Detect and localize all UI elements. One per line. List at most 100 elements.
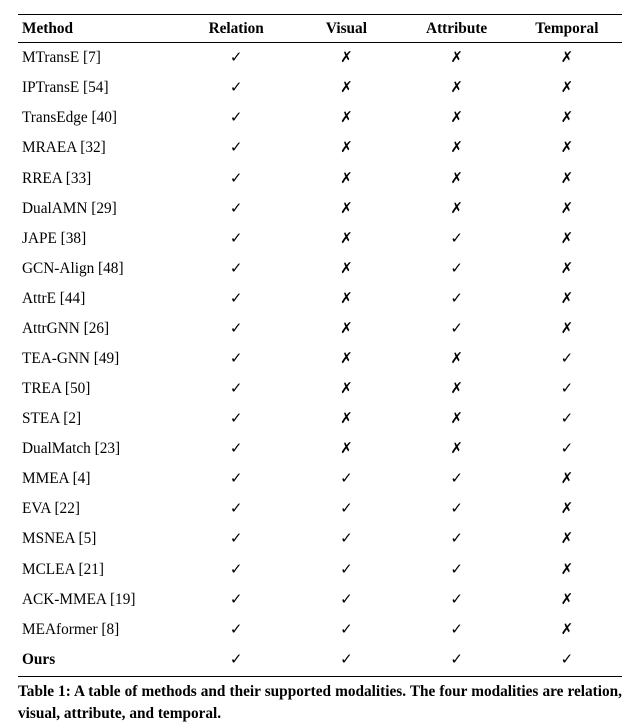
cross-icon: ✗ — [340, 230, 353, 247]
table-row: MCLEA [21] ✓ ✓ ✓ ✗ — [18, 554, 622, 584]
table-row: MMEA [4]✓✓✓✗ — [18, 464, 622, 494]
cross-icon: ✗ — [561, 79, 574, 96]
check-icon: ✓ — [230, 561, 243, 578]
cross-icon: ✗ — [561, 109, 574, 126]
method-name: IPTransE [54] — [22, 79, 109, 96]
cross-cell: ✗ — [402, 344, 512, 374]
method-name: Ours — [22, 651, 55, 668]
check-icon: ✓ — [230, 410, 243, 427]
cross-icon: ✗ — [561, 49, 574, 66]
table-row: Ours✓✓✓✓ — [18, 645, 622, 677]
cross-icon: ✗ — [450, 350, 463, 367]
cross-cell: ✗ — [402, 434, 512, 464]
check-icon: ✓ — [230, 500, 243, 517]
cross-cell: ✗ — [512, 163, 622, 193]
cross-cell: ✗ — [402, 193, 512, 223]
method-cell: MRAEA [32] — [18, 133, 181, 163]
check-icon: ✓ — [230, 109, 243, 126]
cross-cell: ✗ — [512, 254, 622, 284]
check-cell: ✓ — [512, 645, 622, 677]
check-icon: ✓ — [450, 290, 463, 307]
check-cell: ✓ — [512, 404, 622, 434]
cross-cell: ✗ — [291, 254, 401, 284]
method-cell: EVA [22] — [18, 494, 181, 524]
check-cell: ✓ — [291, 554, 401, 584]
cross-icon: ✗ — [561, 200, 574, 217]
method-cell: MCLEA [21] — [18, 554, 181, 584]
check-cell: ✓ — [402, 614, 512, 644]
cross-icon: ✗ — [450, 49, 463, 66]
method-name: TEA-GNN [49] — [22, 350, 119, 367]
table-row: MRAEA [32]✓✗✗✗ — [18, 133, 622, 163]
cross-icon: ✗ — [561, 320, 574, 337]
methods-table: Method Relation Visual Attribute Tempora… — [18, 14, 622, 677]
cross-icon: ✗ — [340, 170, 353, 187]
check-cell: ✓ — [181, 645, 291, 677]
check-cell: ✓ — [291, 494, 401, 524]
check-icon: ✓ — [561, 440, 574, 457]
table-row: MEAformer [8]✓✓✓✗ — [18, 614, 622, 644]
cross-cell: ✗ — [512, 284, 622, 314]
cross-icon: ✗ — [561, 470, 574, 487]
check-icon: ✓ — [230, 170, 243, 187]
table-row: RREA [33]✓✗✗✗ — [18, 163, 622, 193]
cross-cell: ✗ — [291, 193, 401, 223]
method-cell: IPTransE [54] — [18, 73, 181, 103]
table-row: TREA [50]✓✗✗✓ — [18, 374, 622, 404]
check-cell: ✓ — [181, 254, 291, 284]
check-cell: ✓ — [291, 584, 401, 614]
col-visual: Visual — [291, 15, 401, 43]
cross-icon: ✗ — [561, 500, 574, 517]
table-row: ACK-MMEA [19]✓✓✓✗ — [18, 584, 622, 614]
cross-cell: ✗ — [402, 374, 512, 404]
cross-cell: ✗ — [512, 554, 622, 584]
method-cell: JAPE [38] — [18, 223, 181, 253]
table-row: AttrGNN [26]✓✗✓✗ — [18, 314, 622, 344]
check-icon: ✓ — [340, 500, 353, 517]
cross-icon: ✗ — [340, 290, 353, 307]
check-cell: ✓ — [181, 434, 291, 464]
check-cell: ✓ — [181, 163, 291, 193]
check-cell: ✓ — [291, 645, 401, 677]
cross-icon: ✗ — [340, 49, 353, 66]
table-row: IPTransE [54]✓✗✗✗ — [18, 73, 622, 103]
method-name: MTransE [7] — [22, 49, 101, 66]
check-cell: ✓ — [181, 554, 291, 584]
check-cell: ✓ — [181, 223, 291, 253]
cross-cell: ✗ — [512, 584, 622, 614]
cross-cell: ✗ — [512, 133, 622, 163]
method-cell: AttrGNN [26] — [18, 314, 181, 344]
cross-icon: ✗ — [450, 170, 463, 187]
cross-icon: ✗ — [450, 200, 463, 217]
check-icon: ✓ — [450, 591, 463, 608]
cross-cell: ✗ — [512, 103, 622, 133]
col-temporal: Temporal — [512, 15, 622, 43]
check-cell: ✓ — [181, 584, 291, 614]
cross-cell: ✗ — [402, 73, 512, 103]
cross-icon: ✗ — [561, 170, 574, 187]
method-cell: MMEA [4] — [18, 464, 181, 494]
check-cell: ✓ — [402, 223, 512, 253]
check-icon: ✓ — [561, 350, 574, 367]
check-icon: ✓ — [340, 621, 353, 638]
cross-cell: ✗ — [291, 133, 401, 163]
method-name: TREA [50] — [22, 380, 90, 397]
check-cell: ✓ — [181, 73, 291, 103]
cross-cell: ✗ — [512, 43, 622, 74]
method-name: MMEA [4] — [22, 470, 90, 487]
check-icon: ✓ — [450, 621, 463, 638]
check-cell: ✓ — [181, 314, 291, 344]
check-icon: ✓ — [230, 621, 243, 638]
check-cell: ✓ — [402, 645, 512, 677]
check-icon: ✓ — [230, 139, 243, 156]
method-name: DualAMN [29] — [22, 200, 117, 217]
check-icon: ✓ — [230, 320, 243, 337]
cross-cell: ✗ — [291, 314, 401, 344]
check-icon: ✓ — [561, 410, 574, 427]
table-caption: Table 1: A table of methods and their su… — [18, 681, 622, 723]
check-icon: ✓ — [450, 561, 463, 578]
cross-cell: ✗ — [512, 494, 622, 524]
check-icon: ✓ — [340, 470, 353, 487]
check-icon: ✓ — [450, 651, 463, 668]
check-cell: ✓ — [181, 614, 291, 644]
